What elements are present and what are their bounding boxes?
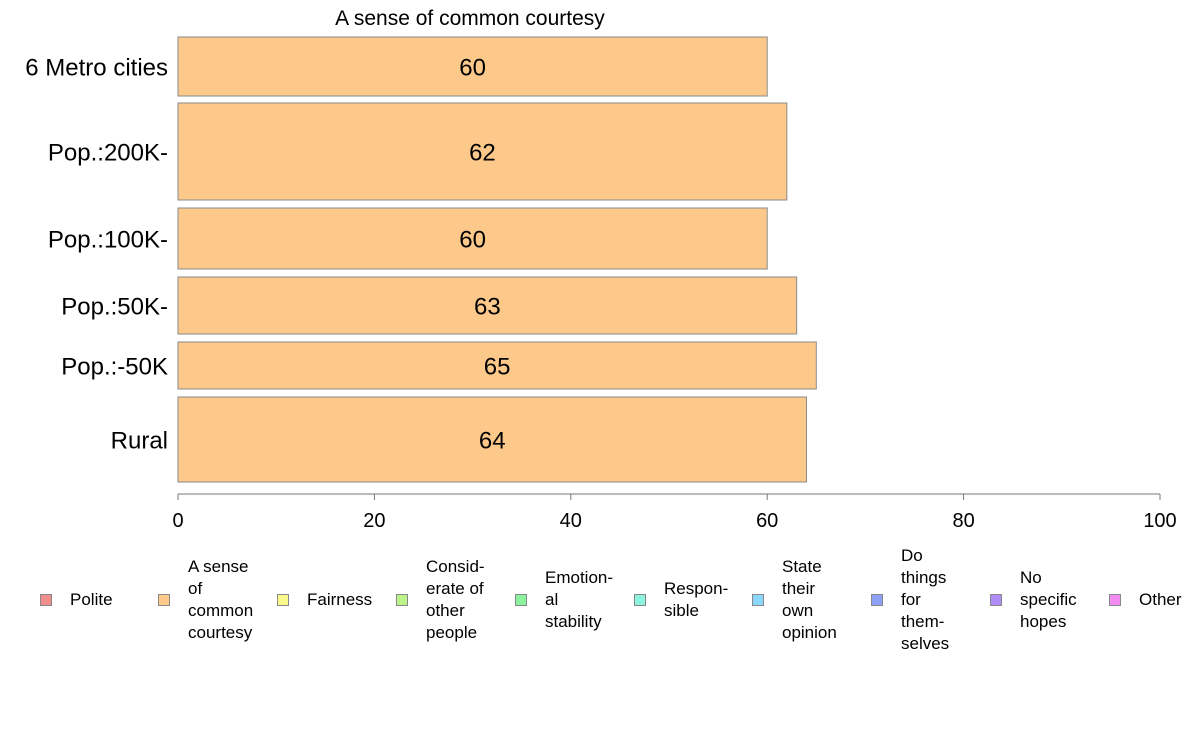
legend: Polite A sense of common courtesy Fairness… xyxy=(0,540,1188,670)
data-label: 65 xyxy=(484,354,511,381)
legend-item: No specific hopes xyxy=(990,540,1077,660)
legend-label: Consid- erate of other people xyxy=(426,557,485,642)
legend-swatch xyxy=(752,594,764,606)
x-tick-label: 40 xyxy=(560,510,582,532)
x-tick-label: 20 xyxy=(363,510,385,532)
legend-item: Respon- sible xyxy=(634,540,728,660)
category-label: Pop.:100K- xyxy=(48,227,168,254)
legend-swatch xyxy=(871,594,883,606)
legend-label: Respon- sible xyxy=(664,579,729,620)
legend-item: Consid- erate of other people xyxy=(396,540,485,660)
legend-swatch xyxy=(1109,594,1121,606)
legend-swatch xyxy=(515,594,527,606)
category-label: Pop.:-50K xyxy=(61,354,168,381)
legend-item: Polite xyxy=(40,540,113,660)
bar xyxy=(177,396,807,483)
legend-label: State their own opinion xyxy=(782,557,837,642)
data-label: 62 xyxy=(469,140,496,167)
data-label: 60 xyxy=(459,227,486,254)
bar xyxy=(177,102,788,201)
legend-label: Polite xyxy=(70,590,113,609)
legend-item: State their own opinion xyxy=(752,540,837,660)
legend-label: Emotion- al stability xyxy=(545,568,614,631)
legend-item: A sense of common courtesy xyxy=(158,540,253,660)
legend-label: Do things for them- selves xyxy=(901,546,950,653)
legend-swatch xyxy=(990,594,1002,606)
category-label: 6 Metro cities xyxy=(25,55,168,82)
category-label: Pop.:50K- xyxy=(61,294,168,321)
x-tick-label: 0 xyxy=(172,510,183,532)
x-tick-label: 100 xyxy=(1143,510,1176,532)
legend-item: Do things for them- selves xyxy=(871,540,949,660)
data-label: 63 xyxy=(474,294,501,321)
bar-chart: A sense of common courtesy 6 Metro citie… xyxy=(25,7,1176,532)
legend-swatch xyxy=(277,594,289,606)
data-label: 64 xyxy=(479,428,506,455)
legend-item: Other xyxy=(1109,540,1182,660)
x-tick-label: 60 xyxy=(756,510,778,532)
bar xyxy=(177,276,798,335)
legend-label: Other xyxy=(1139,590,1182,609)
legend-swatch xyxy=(634,594,646,606)
x-tick-label: 80 xyxy=(952,510,974,532)
legend-label: No specific hopes xyxy=(1020,568,1077,631)
legend-label: Fairness xyxy=(307,590,373,609)
legend-swatch xyxy=(158,594,170,606)
legend-item: Fairness xyxy=(277,540,372,660)
bar xyxy=(177,207,768,270)
legend-swatch xyxy=(396,594,408,606)
bar xyxy=(177,341,817,390)
legend-swatch xyxy=(40,594,52,606)
chart-title: A sense of common courtesy xyxy=(335,7,605,30)
bar xyxy=(177,36,768,97)
data-label: 60 xyxy=(459,55,486,82)
legend-label: A sense of common courtesy xyxy=(188,557,254,642)
legend-item: Emotion- al stability xyxy=(515,540,613,660)
category-label: Rural xyxy=(111,428,168,455)
category-label: Pop.:200K- xyxy=(48,140,168,167)
